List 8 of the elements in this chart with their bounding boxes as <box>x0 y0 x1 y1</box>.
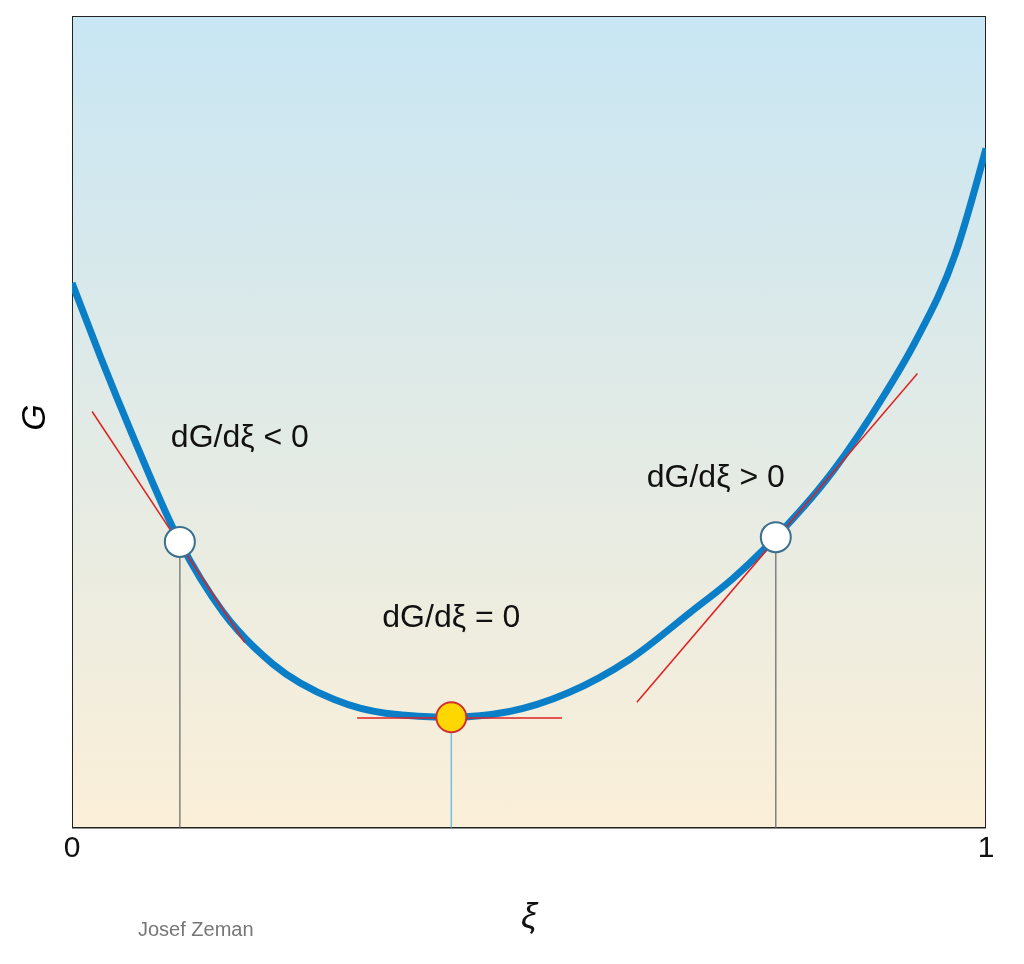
x-axis-title: ξ <box>520 895 539 936</box>
annotation: dG/dξ = 0 <box>382 598 521 635</box>
text: Josef Zeman <box>138 918 254 941</box>
annotation: dG/dξ > 0 <box>646 458 785 495</box>
annotation: dG/dξ < 0 <box>170 417 309 454</box>
y-axis-title: G <box>13 404 53 431</box>
x-tick-label: 0 <box>63 830 81 864</box>
x-tick-label: 1 <box>977 830 995 864</box>
